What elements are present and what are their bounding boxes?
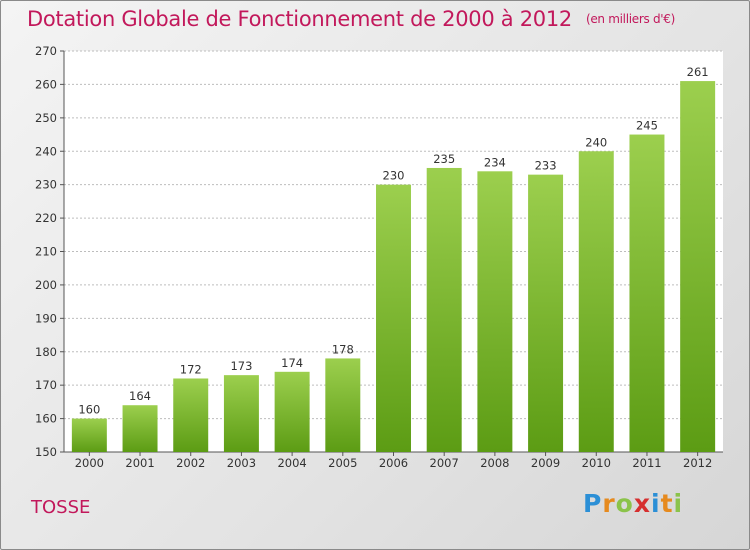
unit-label: (en milliers d'€) [585, 12, 675, 26]
y-tick-label: 170 [35, 378, 57, 392]
bar [325, 358, 361, 452]
data-label: 164 [129, 389, 151, 403]
data-label: 233 [535, 159, 557, 173]
x-tick-label: 2009 [531, 456, 560, 470]
logo-letter: i [673, 489, 684, 518]
bar [629, 134, 665, 452]
data-label: 234 [484, 155, 506, 169]
x-tick-label: 2011 [632, 456, 661, 470]
x-tick-label: 2005 [328, 456, 357, 470]
data-label: 230 [383, 169, 405, 183]
logo-letter: i [651, 489, 661, 518]
data-label: 245 [636, 119, 658, 133]
x-tick-label: 2007 [430, 456, 459, 470]
bars [71, 81, 716, 453]
y-tick-label: 210 [35, 245, 57, 259]
data-label: 173 [230, 359, 252, 373]
logo-letter: o [615, 489, 634, 518]
y-tick-label: 220 [35, 211, 57, 225]
x-tick-label: 2003 [227, 456, 256, 470]
y-tick-label: 240 [35, 144, 57, 158]
chart-title-text: Dotation Globale de Fonctionnement de 20… [27, 7, 572, 31]
bar [274, 371, 310, 452]
bar [173, 378, 209, 452]
bar [477, 171, 513, 453]
bar [426, 167, 462, 453]
x-tick-label: 2010 [582, 456, 611, 470]
data-label: 172 [180, 362, 202, 376]
bar [71, 418, 107, 452]
data-label: 240 [585, 135, 607, 149]
data-label: 178 [332, 342, 354, 356]
bar [376, 184, 411, 452]
x-tick-label: 2006 [379, 456, 408, 470]
commune-name: TOSSE [31, 497, 91, 518]
axes: 150 160 170 180 190 200 210 220 230 240 250 260 270 2… [35, 44, 723, 470]
bar [223, 375, 259, 452]
y-tick-label: 180 [35, 345, 57, 359]
logo-letter: P [583, 489, 603, 518]
y-tick-label: 250 [35, 111, 57, 125]
chart-title: Dotation Globale de Fonctionnement de 20… [27, 7, 675, 31]
proxiti-logo[interactable]: Proxiti [583, 489, 683, 518]
logo-letter: r [602, 489, 616, 518]
bar [680, 81, 716, 452]
y-tick-label: 150 [35, 445, 57, 459]
bar [122, 405, 158, 452]
x-tick-label: 2001 [125, 456, 154, 470]
x-tick-label: 2004 [277, 456, 306, 470]
y-tick-label: 230 [35, 178, 57, 192]
data-label: 235 [433, 152, 455, 166]
y-tick-label: 260 [35, 77, 57, 91]
data-label: 261 [687, 65, 709, 79]
y-tick-label: 200 [35, 278, 57, 292]
y-tick-label: 270 [35, 44, 57, 58]
x-tick-label: 2000 [75, 456, 104, 470]
y-tick-label: 160 [35, 412, 57, 426]
bar [578, 151, 614, 452]
logo-letter: x [633, 489, 651, 518]
data-label: 174 [281, 356, 303, 370]
y-tick-label: 190 [35, 311, 57, 325]
x-tick-label: 2008 [480, 456, 509, 470]
x-tick-label: 2012 [683, 456, 712, 470]
data-label: 160 [78, 403, 100, 417]
data-labels: 160 164 172 173 174 178 230 235 234 233 240 245 261 [78, 65, 708, 417]
bar [528, 174, 564, 452]
logo-letter: t [660, 489, 674, 518]
x-tick-label: 2002 [176, 456, 205, 470]
